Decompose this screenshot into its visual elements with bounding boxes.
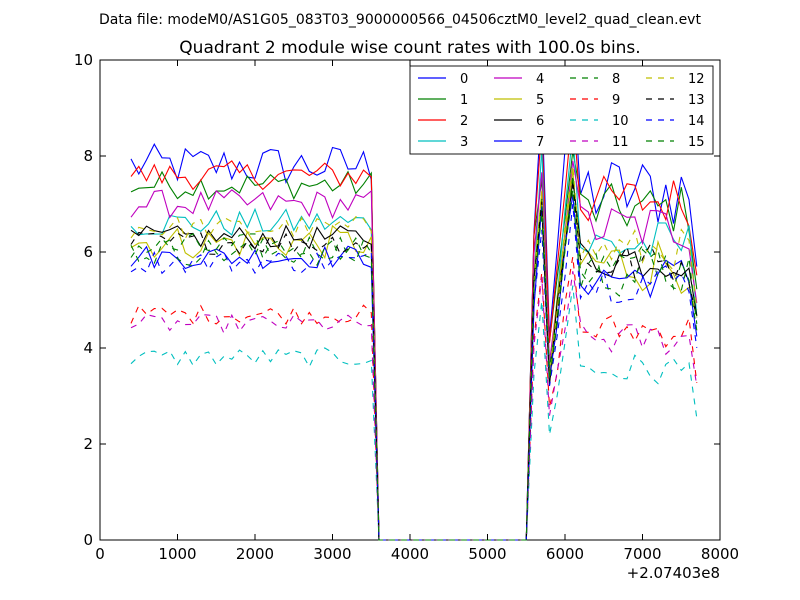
y-tick-label: 2 bbox=[83, 435, 93, 453]
series-line-9 bbox=[130, 256, 698, 541]
legend-label-14: 14 bbox=[688, 114, 705, 129]
legend-frame bbox=[409, 65, 714, 155]
x-tick-label: 1000 bbox=[158, 545, 196, 563]
x-tick-label: 0 bbox=[95, 545, 105, 563]
y-tick-label: 0 bbox=[83, 531, 93, 549]
x-tick-label: 3000 bbox=[313, 545, 351, 563]
legend-label-2: 2 bbox=[460, 114, 468, 129]
legend-label-4: 4 bbox=[536, 72, 544, 87]
x-tick-label: 2000 bbox=[236, 545, 274, 563]
chart-title: Quadrant 2 module wise count rates with … bbox=[179, 38, 640, 58]
x-tick-label: 5000 bbox=[468, 545, 506, 563]
y-tick-label: 4 bbox=[83, 339, 93, 357]
y-tick-label: 10 bbox=[74, 51, 93, 69]
series-line-8 bbox=[130, 175, 698, 541]
y-tick-label: 6 bbox=[83, 243, 93, 261]
legend-label-9: 9 bbox=[612, 93, 620, 108]
legend-label-7: 7 bbox=[536, 135, 544, 150]
legend-label-15: 15 bbox=[688, 135, 705, 150]
series-layer bbox=[130, 74, 698, 541]
legend-label-0: 0 bbox=[460, 72, 468, 87]
legend-label-13: 13 bbox=[688, 93, 705, 108]
legend-label-6: 6 bbox=[536, 114, 544, 129]
x-tick-label: 6000 bbox=[546, 545, 584, 563]
legend-label-8: 8 bbox=[612, 72, 620, 87]
legend-label-10: 10 bbox=[612, 114, 629, 129]
legend-label-1: 1 bbox=[460, 93, 468, 108]
legend-label-11: 11 bbox=[612, 135, 629, 150]
legend-label-12: 12 bbox=[688, 72, 705, 87]
suptitle: Data file: modeM0/AS1G05_083T03_90000005… bbox=[99, 12, 701, 28]
x-tick-label: 4000 bbox=[391, 545, 429, 563]
series-line-15 bbox=[130, 189, 698, 541]
legend-label-5: 5 bbox=[536, 93, 544, 108]
x-offset-label: +2.07403e8 bbox=[627, 564, 720, 582]
series-line-14 bbox=[130, 203, 698, 541]
x-tick-label: 8000 bbox=[701, 545, 739, 563]
x-tick-label: 7000 bbox=[623, 545, 661, 563]
legend-label-3: 3 bbox=[460, 135, 468, 150]
y-tick-label: 8 bbox=[83, 147, 93, 165]
